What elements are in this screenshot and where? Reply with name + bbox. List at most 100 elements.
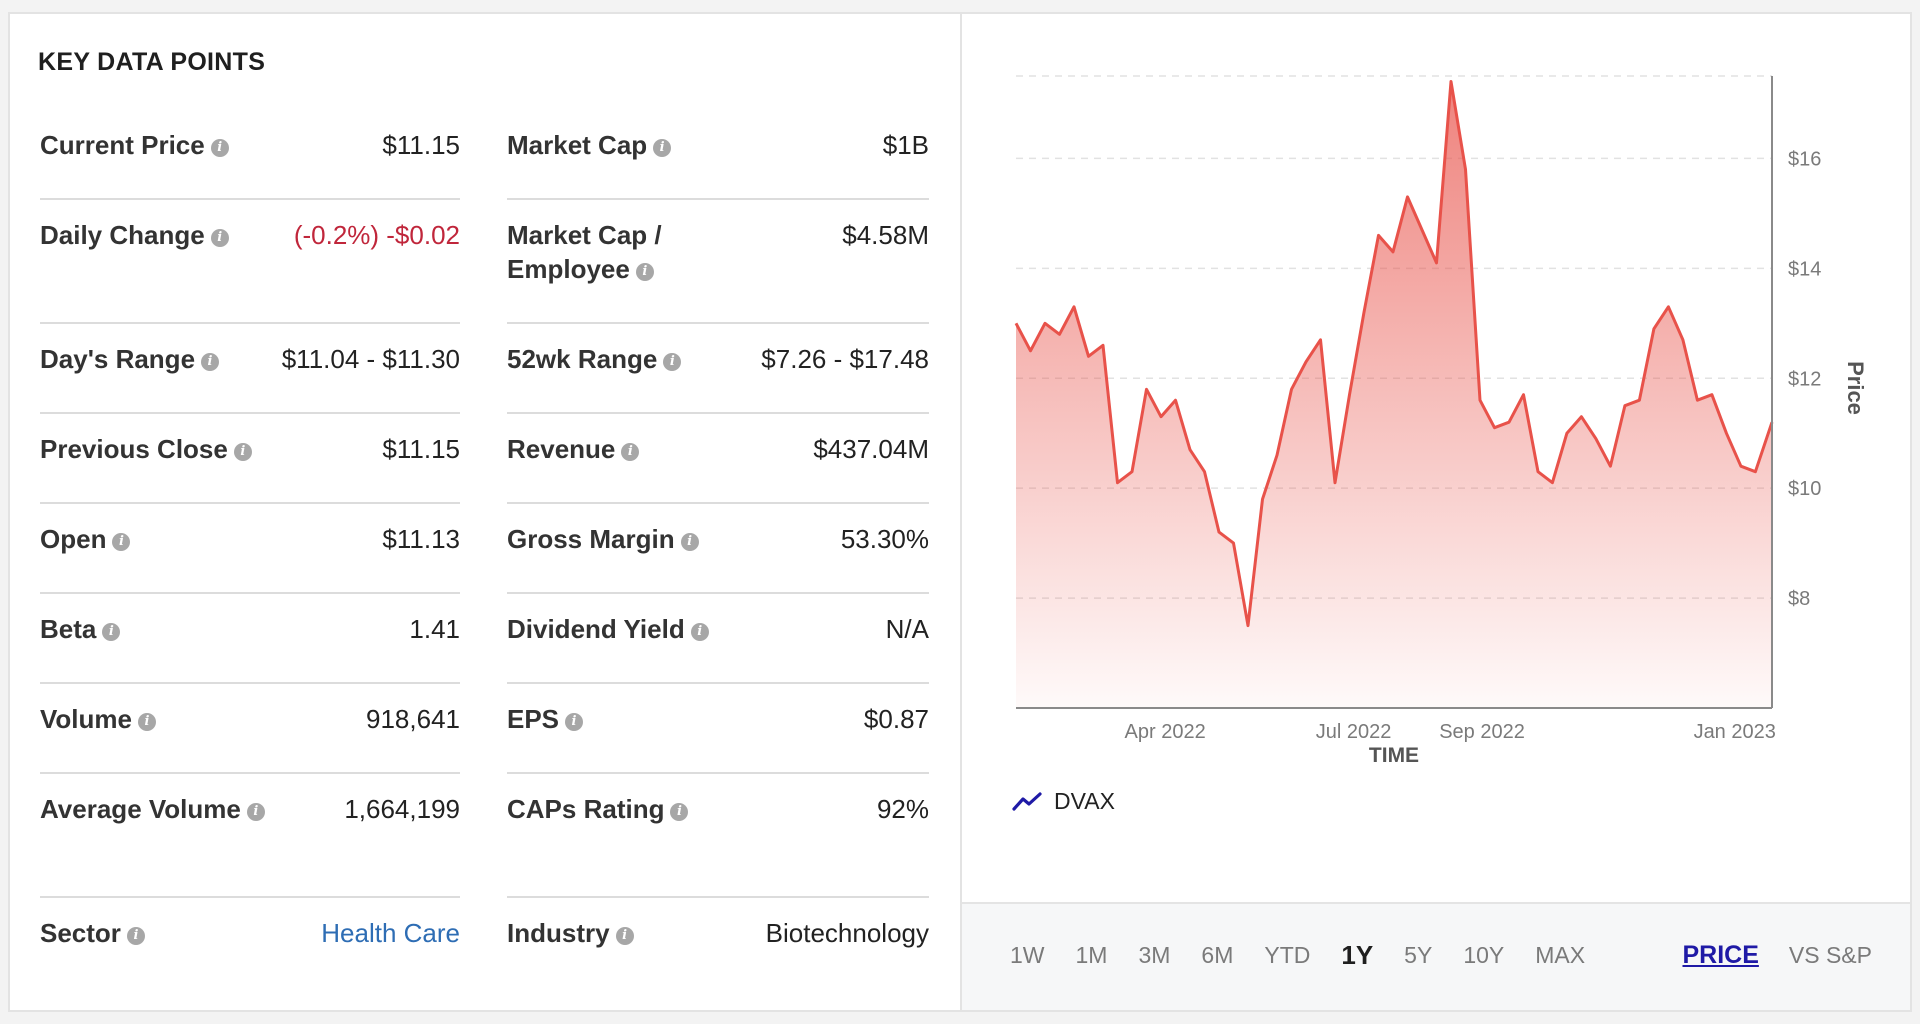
info-icon[interactable]: i	[210, 229, 229, 247]
info-icon[interactable]: i	[565, 713, 584, 731]
data-point[interactable]	[1476, 396, 1484, 404]
mode-button-price[interactable]: PRICE	[1682, 941, 1759, 969]
data-point[interactable]	[1099, 341, 1107, 349]
data-point[interactable]	[1230, 539, 1238, 547]
data-row-day-s-range: Day's Range i $11.04 - $11.30	[40, 324, 460, 414]
data-value: 1,664,199	[344, 794, 460, 824]
price-chart[interactable]: $8 $10 $12 $14 $16 Apr 2022 Jul 2022 Sep 2022 Ja…	[962, 14, 1910, 894]
data-point[interactable]	[1056, 330, 1064, 338]
data-row-open: Open i $11.13	[40, 504, 460, 594]
data-point[interactable]	[1389, 248, 1397, 256]
data-point[interactable]	[1331, 479, 1339, 487]
y-tick-label: $16	[1788, 148, 1821, 170]
info-icon[interactable]: i	[112, 533, 131, 551]
period-button-1m[interactable]: 1M	[1075, 942, 1108, 968]
mode-button-vs-s-p[interactable]: VS S&P	[1788, 942, 1872, 968]
data-label-text: EPS	[507, 704, 560, 734]
data-point[interactable]	[1375, 231, 1383, 239]
chart-legend[interactable]: DVAX	[1012, 788, 1115, 815]
data-point[interactable]	[1722, 429, 1730, 437]
data-point[interactable]	[1548, 479, 1556, 487]
data-label: Volume i	[40, 702, 156, 736]
period-button-max[interactable]: MAX	[1535, 942, 1586, 968]
data-point[interactable]	[1737, 462, 1745, 470]
data-point[interactable]	[1505, 418, 1513, 426]
data-point[interactable]	[1447, 78, 1455, 86]
info-icon[interactable]: i	[246, 803, 265, 821]
period-button-1w[interactable]: 1W	[1010, 942, 1045, 968]
data-point[interactable]	[1433, 259, 1441, 267]
period-button-6m[interactable]: 6M	[1201, 942, 1234, 968]
info-icon[interactable]: i	[670, 803, 689, 821]
data-point[interactable]	[1012, 319, 1020, 327]
data-point[interactable]	[1201, 468, 1209, 476]
data-point[interactable]	[1085, 352, 1093, 360]
info-icon[interactable]: i	[653, 139, 672, 157]
data-point[interactable]	[1708, 391, 1716, 399]
info-icon[interactable]: i	[126, 927, 145, 945]
data-point[interactable]	[1157, 413, 1165, 421]
data-point[interactable]	[1244, 622, 1252, 630]
data-label-text: Market Cap	[507, 130, 648, 160]
data-point[interactable]	[1346, 391, 1354, 399]
data-point[interactable]	[1215, 528, 1223, 536]
price-area	[1016, 81, 1772, 708]
data-point[interactable]	[1592, 435, 1600, 443]
data-point[interactable]	[1273, 451, 1281, 459]
period-button-ytd[interactable]: YTD	[1264, 942, 1311, 968]
data-point[interactable]	[1418, 226, 1426, 234]
data-point[interactable]	[1114, 479, 1122, 487]
data-point[interactable]	[1621, 402, 1629, 410]
data-point[interactable]	[1172, 396, 1180, 404]
info-icon[interactable]: i	[137, 713, 156, 731]
data-point[interactable]	[1070, 303, 1078, 311]
data-point[interactable]	[1143, 385, 1151, 393]
section-title: KEY DATA POINTS	[38, 48, 266, 76]
data-point[interactable]	[1128, 468, 1136, 476]
period-button-3m[interactable]: 3M	[1138, 942, 1171, 968]
data-point[interactable]	[1693, 396, 1701, 404]
data-point[interactable]	[1462, 165, 1470, 173]
data-point[interactable]	[1751, 468, 1759, 476]
info-icon[interactable]: i	[102, 623, 121, 641]
x-tick-label: Jan 2023	[1694, 721, 1776, 743]
data-label-text: CAPs Rating	[507, 794, 665, 824]
data-point[interactable]	[1563, 429, 1571, 437]
info-icon[interactable]: i	[690, 623, 709, 641]
info-icon[interactable]: i	[680, 533, 699, 551]
data-label-text: Current Price	[40, 130, 205, 160]
info-icon[interactable]: i	[635, 263, 654, 281]
data-point[interactable]	[1288, 385, 1296, 393]
data-point[interactable]	[1027, 347, 1035, 355]
data-point[interactable]	[1491, 424, 1499, 432]
info-icon[interactable]: i	[621, 443, 640, 461]
data-point[interactable]	[1534, 468, 1542, 476]
data-point[interactable]	[1650, 325, 1658, 333]
data-point[interactable]	[1679, 336, 1687, 344]
data-point[interactable]	[1186, 446, 1194, 454]
data-point[interactable]	[1664, 303, 1672, 311]
period-button-1y[interactable]: 1Y	[1341, 940, 1374, 970]
period-button-10y[interactable]: 10Y	[1463, 942, 1505, 968]
data-point[interactable]	[1259, 495, 1267, 503]
info-icon[interactable]: i	[201, 353, 220, 371]
data-point[interactable]	[1360, 308, 1368, 316]
data-point[interactable]	[1041, 319, 1049, 327]
data-point[interactable]	[1577, 413, 1585, 421]
data-point[interactable]	[1606, 462, 1614, 470]
data-point[interactable]	[1520, 391, 1528, 399]
data-point[interactable]	[1404, 193, 1412, 201]
data-point[interactable]	[1635, 396, 1643, 404]
data-label: Revenue i	[507, 432, 640, 466]
data-row-daily-change: Daily Change i (-0.2%) -$0.02	[40, 200, 460, 324]
period-button-5y[interactable]: 5Y	[1404, 942, 1433, 968]
data-point[interactable]	[1302, 358, 1310, 366]
sector-link[interactable]: Health Care	[321, 918, 460, 948]
info-icon[interactable]: i	[233, 443, 252, 461]
data-label-text: Daily Change	[40, 220, 205, 250]
price-line-dvax[interactable]	[1014, 80, 1774, 628]
info-icon[interactable]: i	[663, 353, 682, 371]
info-icon[interactable]: i	[615, 927, 634, 945]
data-point[interactable]	[1317, 336, 1325, 344]
info-icon[interactable]: i	[210, 139, 229, 157]
